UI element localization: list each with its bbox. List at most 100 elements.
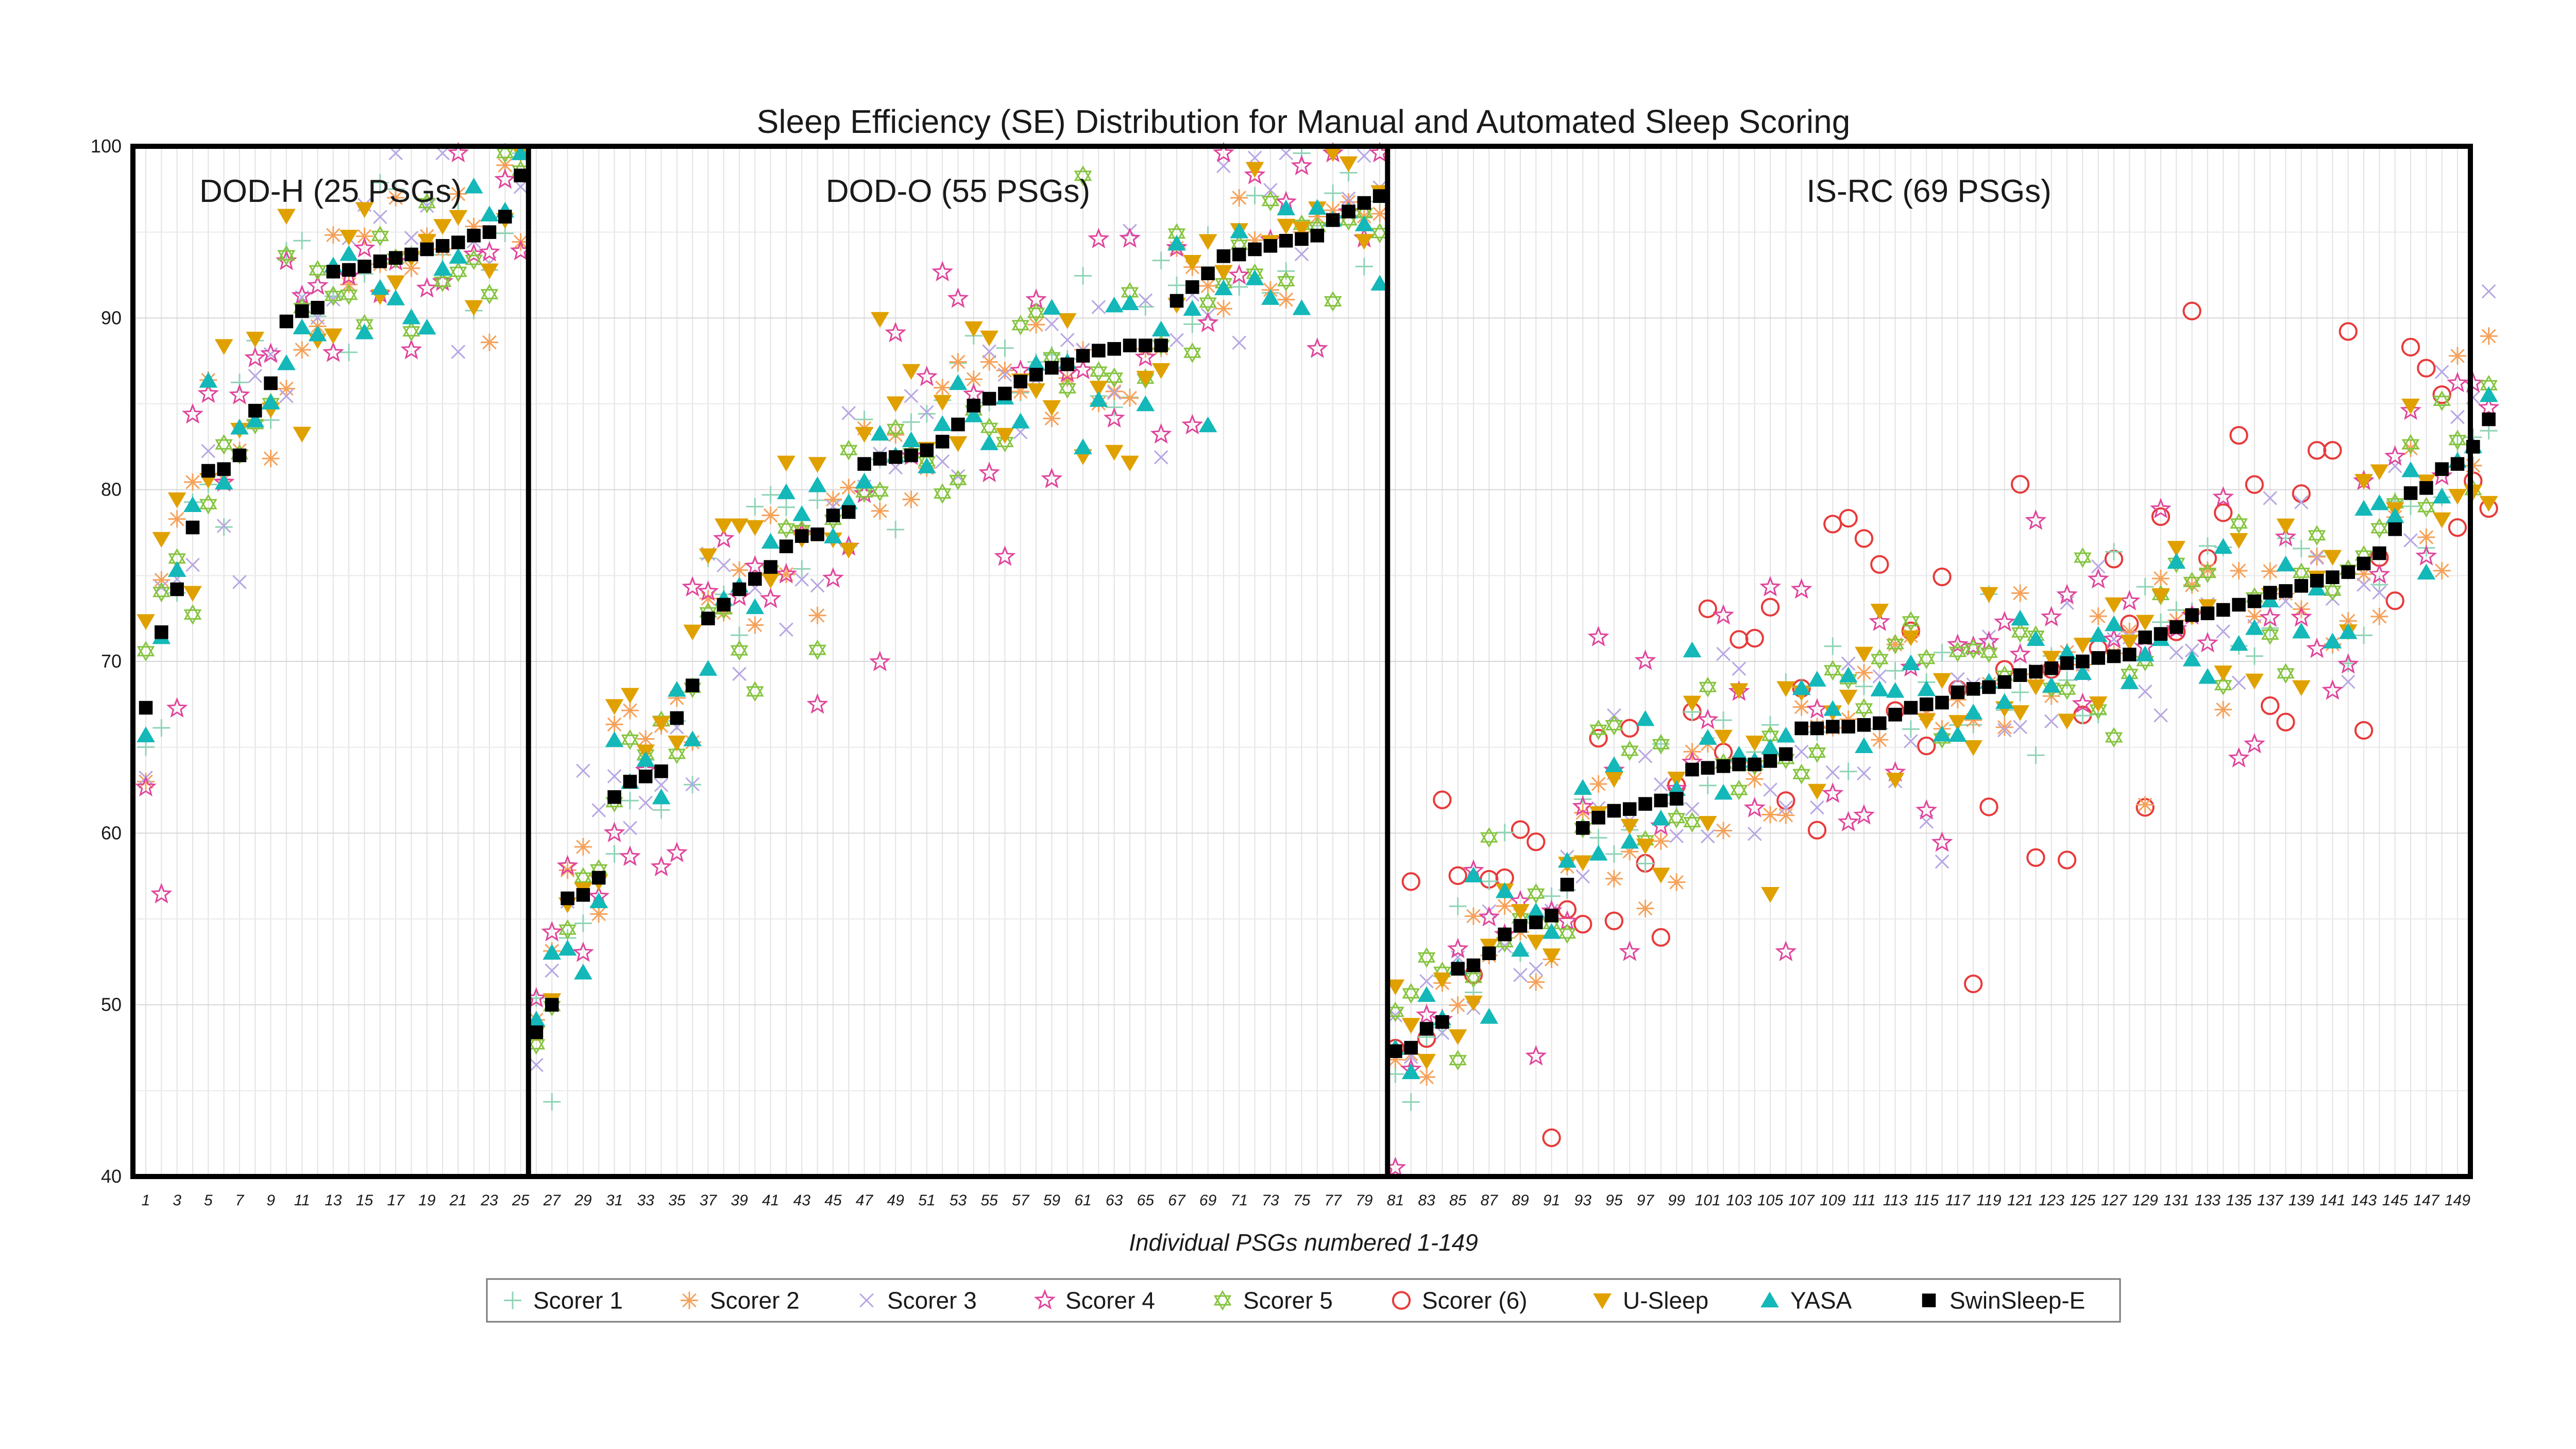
- point: [2479, 496, 2498, 512]
- point: [1807, 821, 1827, 840]
- point: [150, 883, 173, 904]
- point: [1778, 800, 1793, 815]
- point: [246, 412, 265, 428]
- point: [293, 427, 312, 443]
- point: [1416, 1003, 1437, 1025]
- point: [1167, 234, 1186, 251]
- x-tick-label: 143: [2351, 1192, 2377, 1209]
- point: [1291, 155, 1313, 176]
- point: [529, 1025, 544, 1039]
- point: [871, 424, 889, 441]
- point: [1401, 1018, 1420, 1034]
- point: [402, 308, 421, 325]
- point: [1808, 783, 1826, 800]
- point: [199, 371, 218, 388]
- point: [1277, 199, 1296, 215]
- point: [574, 963, 592, 980]
- point: [2368, 563, 2391, 584]
- point: [2136, 645, 2155, 661]
- point: [759, 587, 782, 608]
- point: [1183, 255, 1202, 271]
- point: [2245, 647, 2263, 665]
- point: [1498, 927, 1512, 942]
- x-tick-label: 145: [2382, 1192, 2408, 1209]
- point: [1401, 872, 1420, 891]
- point: [514, 168, 528, 182]
- point: [139, 701, 153, 715]
- point: [199, 493, 217, 515]
- point: [1308, 199, 1327, 215]
- y-tick-label: 90: [101, 307, 122, 328]
- point: [2089, 696, 2108, 712]
- x-tick-label: 137: [2257, 1192, 2283, 1209]
- point: [1151, 320, 1171, 337]
- point: [1605, 845, 1623, 863]
- point: [2044, 661, 2059, 675]
- point: [871, 481, 889, 502]
- point: [1433, 790, 1452, 809]
- point: [1197, 312, 1219, 332]
- point: [1839, 508, 1858, 528]
- point: [2089, 626, 2108, 642]
- point: [795, 529, 809, 543]
- point: [1748, 757, 1761, 772]
- point: [308, 325, 327, 342]
- point: [262, 450, 280, 468]
- point: [1076, 349, 1090, 363]
- point: [920, 443, 934, 457]
- point: [2432, 487, 2451, 504]
- x-tick-label: 103: [1726, 1192, 1752, 1209]
- x-tick-label: 113: [1883, 1192, 1908, 1209]
- point: [2026, 630, 2045, 646]
- point: [1869, 610, 1891, 632]
- point: [779, 539, 793, 553]
- point: [980, 417, 998, 438]
- point: [2138, 630, 2152, 644]
- point: [1589, 829, 1607, 847]
- point: [1199, 277, 1217, 295]
- point: [1605, 772, 1623, 788]
- point: [1123, 338, 1137, 352]
- point: [1529, 962, 1544, 976]
- point: [1388, 1044, 1402, 1058]
- point: [2338, 623, 2358, 639]
- point: [1013, 374, 1028, 388]
- point: [2151, 569, 2170, 587]
- point: [574, 838, 592, 856]
- legend-item: Scorer 5: [1213, 1287, 1333, 1314]
- point: [1091, 300, 1106, 314]
- point: [1464, 866, 1483, 882]
- point: [527, 1011, 546, 1027]
- point: [2263, 586, 2277, 600]
- x-tick-label: 123: [2039, 1192, 2064, 1209]
- point: [2184, 643, 2199, 658]
- point: [1776, 681, 1795, 697]
- point: [558, 919, 577, 940]
- point: [152, 571, 171, 589]
- point: [2276, 555, 2295, 572]
- point: [1511, 941, 1530, 957]
- point: [277, 354, 296, 370]
- point: [1277, 291, 1295, 309]
- panel-label: IS-RC (69 PSGs): [1806, 174, 2051, 209]
- point: [1212, 142, 1234, 163]
- point: [201, 464, 215, 478]
- point: [1154, 450, 1168, 465]
- point: [1948, 726, 1967, 742]
- x-tick-label: 47: [856, 1192, 874, 1209]
- x-tick-label: 5: [204, 1192, 213, 1209]
- point: [873, 452, 887, 466]
- point: [2089, 607, 2107, 625]
- point: [998, 386, 1012, 401]
- point: [2417, 359, 2436, 378]
- point: [417, 234, 436, 250]
- x-tick-label: 41: [762, 1192, 779, 1209]
- point: [1667, 808, 1686, 829]
- point: [1700, 829, 1715, 844]
- point: [1667, 772, 1686, 788]
- point: [1964, 740, 1983, 756]
- point: [1230, 278, 1248, 296]
- point: [933, 483, 952, 504]
- point: [1244, 163, 1266, 184]
- point: [1638, 797, 1652, 811]
